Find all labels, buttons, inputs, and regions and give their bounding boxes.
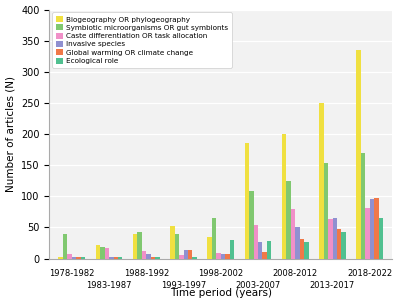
Y-axis label: Number of articles (N): Number of articles (N)	[6, 76, 16, 192]
Bar	[225, 254, 230, 259]
Bar	[192, 257, 197, 259]
Bar	[361, 153, 365, 259]
Text: 1983-1987: 1983-1987	[86, 281, 132, 290]
Bar	[304, 242, 309, 259]
Text: 2013-2017: 2013-2017	[310, 281, 355, 290]
Legend: Biogeography OR phylogeography, Symbiotic microorganisms OR gut symbionts, Caste: Biogeography OR phylogeography, Symbioti…	[52, 12, 232, 67]
Bar	[328, 219, 332, 259]
Bar	[300, 239, 304, 259]
Bar	[342, 232, 346, 259]
Text: 1993-1997: 1993-1997	[161, 281, 206, 290]
Bar	[295, 227, 300, 259]
Bar	[72, 257, 76, 259]
Bar	[67, 254, 72, 259]
Bar	[262, 252, 267, 259]
Bar	[337, 229, 342, 259]
Bar	[142, 251, 146, 259]
Bar	[133, 234, 137, 259]
Bar	[179, 255, 184, 259]
Bar	[184, 250, 188, 259]
Bar	[96, 245, 100, 259]
Bar	[230, 240, 234, 259]
Bar	[282, 134, 286, 259]
Bar	[291, 209, 295, 259]
Bar	[76, 257, 81, 259]
Text: 2003-2007: 2003-2007	[235, 281, 281, 290]
Bar	[374, 198, 379, 259]
Bar	[58, 257, 63, 259]
Bar	[109, 257, 114, 259]
Bar	[286, 181, 291, 259]
Bar	[146, 254, 151, 259]
Bar	[379, 218, 383, 259]
Bar	[370, 199, 374, 259]
Bar	[155, 257, 160, 259]
Bar	[212, 218, 216, 259]
Bar	[151, 257, 155, 259]
Bar	[356, 50, 361, 259]
Bar	[332, 218, 337, 259]
Bar	[365, 208, 370, 259]
Bar	[319, 103, 324, 259]
Bar	[188, 250, 192, 259]
X-axis label: Time period (years): Time period (years)	[170, 288, 272, 299]
Bar	[100, 247, 104, 259]
Bar	[170, 226, 174, 259]
Bar	[267, 241, 272, 259]
Bar	[216, 253, 221, 259]
Text: 2008-2012: 2008-2012	[273, 268, 318, 278]
Bar	[114, 257, 118, 259]
Text: 2018-2022: 2018-2022	[347, 268, 392, 278]
Bar	[324, 163, 328, 259]
Text: 1978-1982: 1978-1982	[49, 268, 94, 278]
Bar	[63, 234, 67, 259]
Bar	[174, 234, 179, 259]
Bar	[81, 257, 85, 259]
Bar	[254, 225, 258, 259]
Bar	[258, 242, 262, 259]
Bar	[207, 237, 212, 259]
Bar	[249, 191, 254, 259]
Text: 1998-2002: 1998-2002	[198, 268, 243, 278]
Bar	[118, 257, 122, 259]
Text: 1988-1992: 1988-1992	[124, 268, 169, 278]
Bar	[245, 143, 249, 259]
Bar	[104, 248, 109, 259]
Bar	[221, 254, 225, 259]
Bar	[137, 232, 142, 259]
